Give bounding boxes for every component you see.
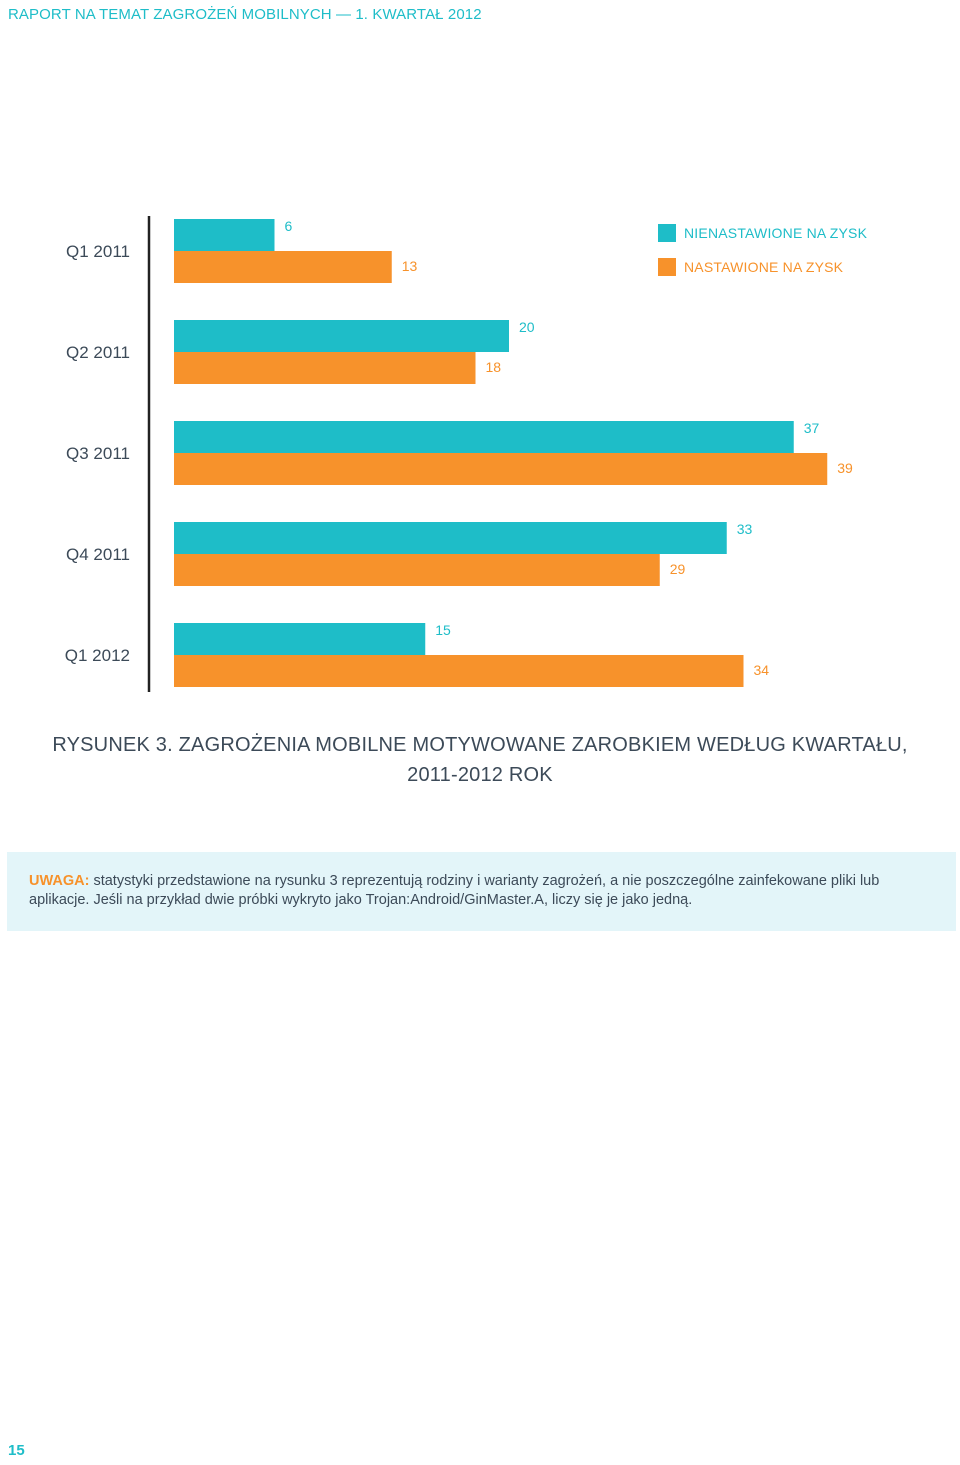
- note-text: statystyki przedstawione na rysunku 3 re…: [29, 873, 880, 908]
- bar-profit: [174, 352, 476, 384]
- data-label-profit: 39: [837, 460, 853, 476]
- bar-chart: Q1 2011 6 13 Q2 2011 20 18 Q3 2011 37 39 Q4 2011 3…: [0, 210, 960, 700]
- legend-label-profit: NASTAWIONE NA ZYSK: [684, 259, 844, 275]
- category-label: Q1 2011: [66, 242, 130, 261]
- data-label-non-profit: 33: [737, 521, 753, 537]
- bar-profit: [174, 655, 744, 687]
- note-label: UWAGA:: [29, 873, 90, 889]
- bar-non-profit: [174, 320, 509, 352]
- data-label-profit: 13: [402, 258, 418, 274]
- data-label-profit: 34: [754, 662, 770, 678]
- figure-caption-line2: 2011-2012 ROK: [407, 764, 553, 786]
- bar-non-profit: [174, 522, 727, 554]
- bar-chart-svg: Q1 2011 6 13 Q2 2011 20 18 Q3 2011 37 39 Q4 2011 3…: [65, 216, 853, 692]
- figure-caption: RYSUNEK 3. ZAGROŻENIA MOBILNE MOTYWOWANE…: [20, 730, 940, 790]
- category-label: Q3 2011: [66, 444, 130, 463]
- bar-non-profit: [174, 219, 275, 251]
- bar-profit: [174, 251, 392, 283]
- category-label: Q2 2011: [66, 343, 130, 362]
- data-label-profit: 29: [670, 561, 686, 577]
- legend-swatch-non-profit: [658, 224, 676, 242]
- category-label: Q1 2012: [65, 646, 130, 665]
- chart-legend: NIENASTAWIONE NA ZYSK NASTAWIONE NA ZYSK: [658, 222, 867, 290]
- bar-profit: [174, 453, 828, 485]
- data-label-non-profit: 20: [519, 319, 535, 335]
- data-label-non-profit: 15: [435, 622, 451, 638]
- note-box: UWAGA: statystyki przedstawione na rysun…: [7, 852, 956, 931]
- legend-item-non-profit: NIENASTAWIONE NA ZYSK: [658, 222, 867, 244]
- report-header: RAPORT NA TEMAT ZAGROŻEŃ MOBILNYCH — 1. …: [8, 6, 482, 23]
- page-number: 15: [8, 1442, 25, 1459]
- bar-profit: [174, 554, 660, 586]
- legend-swatch-profit: [658, 258, 676, 276]
- legend-label-non-profit: NIENASTAWIONE NA ZYSK: [684, 225, 868, 241]
- bar-non-profit: [174, 421, 794, 453]
- data-label-non-profit: 37: [804, 420, 820, 436]
- data-label-non-profit: 6: [285, 218, 293, 234]
- bar-non-profit: [174, 623, 426, 655]
- figure-caption-line1: RYSUNEK 3. ZAGROŻENIA MOBILNE MOTYWOWANE…: [52, 734, 908, 756]
- legend-item-profit: NASTAWIONE NA ZYSK: [658, 256, 867, 278]
- category-label: Q4 2011: [66, 545, 130, 564]
- data-label-profit: 18: [486, 359, 502, 375]
